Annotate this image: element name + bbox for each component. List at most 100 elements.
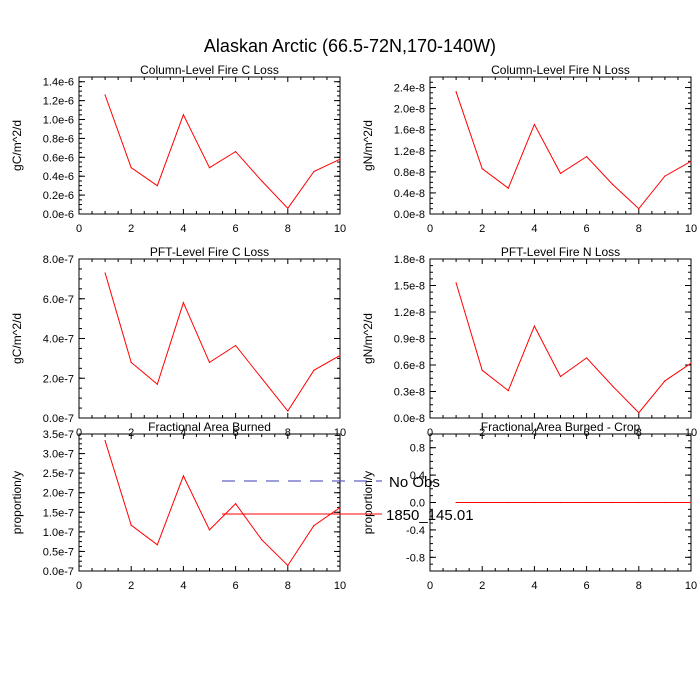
plot-frame <box>78 76 341 215</box>
y-tick-label: 0.6e-6 <box>43 152 74 164</box>
panel-title: PFT-Level Fire N Loss <box>501 245 620 259</box>
x-tick-label: 0 <box>76 223 82 235</box>
data-point <box>559 375 562 378</box>
x-tick-label: 10 <box>334 580 346 592</box>
x-tick-label: 6 <box>584 580 590 592</box>
y-tick-label: 0.2e-6 <box>43 190 74 202</box>
data-point <box>208 529 211 531</box>
y-tick-label: 0.0e-6 <box>43 209 74 221</box>
data-point <box>664 380 666 382</box>
data-point <box>507 390 509 392</box>
x-tick-label: 0 <box>76 427 82 439</box>
plot-frame <box>429 76 692 215</box>
data-point <box>638 208 640 210</box>
y-axis-label: gC/m^2/d <box>10 120 24 171</box>
x-tick-label: 8 <box>285 223 291 235</box>
y-axis-label: proportion/y <box>10 471 24 534</box>
data-point <box>455 91 457 93</box>
y-tick-label: 1.5e-7 <box>43 507 74 519</box>
x-tick-label: 2 <box>128 580 134 592</box>
data-point <box>559 172 562 175</box>
data-point <box>235 503 237 505</box>
y-tick-label: 1.6e-8 <box>394 125 425 137</box>
y-tick-label: 0.8e-8 <box>394 167 425 179</box>
panel-3: PFT-Level Fire C Loss gC/m^2/d 0 2 4 6 8 10 0.0e… <box>10 245 346 439</box>
y-tick-label: 0.0e-8 <box>394 209 425 221</box>
plot-frame <box>78 258 341 419</box>
x-tick-label: 4 <box>180 427 186 439</box>
x-tick-label: 6 <box>233 580 239 592</box>
panel-title: PFT-Level Fire C Loss <box>150 245 269 259</box>
y-tick-label: 3.0e-7 <box>43 449 74 461</box>
legend: No Obs 1850_145.01 <box>222 474 474 524</box>
y-tick-label: 0.9e-8 <box>394 334 425 346</box>
x-tick-label: 2 <box>479 223 485 235</box>
x-tick-label: 10 <box>334 427 346 439</box>
data-point <box>507 187 509 189</box>
x-tick-label: 4 <box>531 580 537 592</box>
y-tick-label: 0.0e-7 <box>43 566 74 578</box>
y-axis-label: gC/m^2/d <box>10 313 24 364</box>
data-point <box>690 501 692 504</box>
data-point <box>481 369 483 371</box>
x-tick-label: 8 <box>636 580 642 592</box>
data-point <box>664 501 666 504</box>
y-tick-label: 2.5e-7 <box>43 468 74 480</box>
panel-title: Fractional Area Burned <box>148 420 271 434</box>
data-point <box>261 539 263 541</box>
legend-label-1850: 1850_145.01 <box>386 507 474 524</box>
data-point <box>130 361 132 363</box>
x-tick-label: 6 <box>584 427 590 439</box>
data-point <box>130 524 132 526</box>
x-tick-label: 0 <box>76 580 82 592</box>
data-point <box>612 501 614 504</box>
y-tick-label: 1.2e-6 <box>43 96 74 108</box>
data-point <box>104 94 106 96</box>
y-tick-label: 8.0e-7 <box>43 254 74 266</box>
y-tick-label: 0.3e-8 <box>394 387 425 399</box>
data-point <box>235 151 237 153</box>
y-tick-label: 0.6e-8 <box>394 360 425 372</box>
panel-4: PFT-Level Fire N Loss gN/m^2/d 0 2 4 6 8 10 0.0e… <box>361 245 697 439</box>
y-tick-label: 0.5e-7 <box>43 546 74 558</box>
data-point <box>586 357 588 359</box>
x-tick-label: 2 <box>479 427 485 439</box>
data-point <box>313 369 315 371</box>
y-tick-label: 1.8e-8 <box>394 254 425 266</box>
data-point <box>638 501 640 504</box>
y-axis-label: proportion/y <box>361 471 375 534</box>
x-tick-label: 8 <box>636 427 642 439</box>
x-tick-label: 2 <box>128 427 134 439</box>
data-point <box>208 167 211 169</box>
data-point <box>235 344 237 347</box>
data-point <box>638 412 640 414</box>
series-line <box>104 440 341 567</box>
data-point <box>104 440 106 442</box>
panel-title: Column-Level Fire C Loss <box>140 63 279 77</box>
y-tick-label: 3.5e-7 <box>43 429 74 441</box>
series-line <box>104 94 341 210</box>
data-point <box>481 501 483 504</box>
y-tick-label: 1.0e-6 <box>43 115 74 127</box>
data-point <box>182 475 184 477</box>
x-tick-label: 10 <box>685 427 697 439</box>
data-point <box>455 501 457 504</box>
data-point <box>690 362 692 364</box>
series-line <box>104 272 341 412</box>
data-point <box>507 501 509 504</box>
x-tick-label: 10 <box>685 223 697 235</box>
y-axis-label: gN/m^2/d <box>361 313 375 364</box>
data-point <box>533 501 536 504</box>
data-point <box>481 168 483 170</box>
x-tick-label: 0 <box>427 223 433 235</box>
x-tick-label: 6 <box>233 223 239 235</box>
data-point <box>339 158 341 160</box>
y-tick-label: 0.8 <box>410 443 425 455</box>
y-tick-label: -0.4 <box>406 525 425 537</box>
y-tick-label: -0.8 <box>406 552 425 564</box>
x-tick-label: 4 <box>531 223 537 235</box>
x-tick-label: 10 <box>685 580 697 592</box>
data-point <box>287 564 289 567</box>
panel-2: Column-Level Fire N Loss gN/m^2/d 0 2 4 6 8 10 0… <box>361 63 697 235</box>
series-line <box>455 91 692 210</box>
